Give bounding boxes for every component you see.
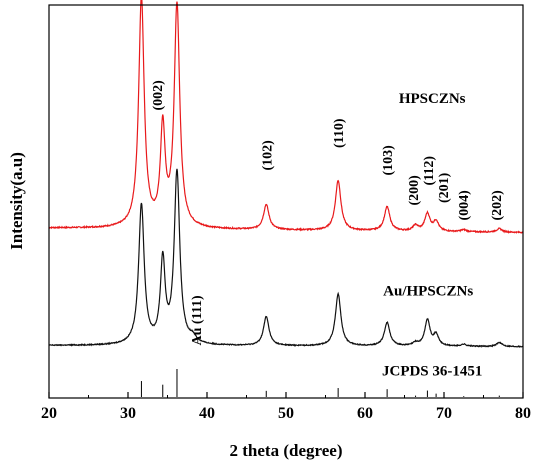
y-axis-label: Intensity(a.u) xyxy=(7,152,26,250)
x-tick-label: 20 xyxy=(41,405,57,422)
peak-label: (103) xyxy=(381,145,396,176)
series-label: HPSCZNs xyxy=(399,91,466,107)
plot-area: (100)(002)(101)(102)(110)(103)(200)(112)… xyxy=(48,0,524,397)
peak-label: (200) xyxy=(407,175,422,206)
peak-label: (002) xyxy=(151,80,166,111)
x-tick-label: 30 xyxy=(120,405,136,422)
x-axis-label: 2 theta (degree) xyxy=(230,441,343,460)
peak-label: (110) xyxy=(332,118,347,148)
x-tick-label: 70 xyxy=(436,405,452,422)
peak-label: Au (111) xyxy=(190,295,205,346)
x-tick-label: 50 xyxy=(278,405,294,422)
peak-label: (102) xyxy=(260,140,275,171)
x-tick-label: 40 xyxy=(199,405,215,422)
series-line-au-hpsczns xyxy=(48,168,524,348)
x-tick-label: 60 xyxy=(357,405,373,422)
series-line-hpsczns xyxy=(48,0,524,234)
peak-label: (202) xyxy=(490,190,505,221)
series-label: Au/HPSCZNs xyxy=(383,284,473,300)
peak-label: (112) xyxy=(422,156,437,186)
x-axis: 20 30 40 50 60 70 80 xyxy=(41,392,531,422)
peak-label: (004) xyxy=(457,190,472,221)
x-tick-label: 80 xyxy=(515,405,531,422)
peak-label: (201) xyxy=(437,172,452,203)
series-label: JCPDS 36-1451 xyxy=(382,364,482,380)
